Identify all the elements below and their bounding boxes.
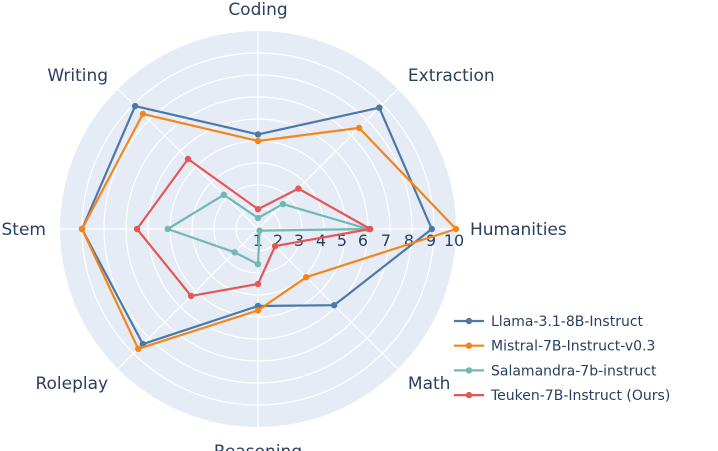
series-3-point-math[interactable] [271, 242, 279, 250]
legend-label-0: Llama-3.1-8B-Instruct [491, 314, 644, 330]
axis-label-humanities: Humanities [470, 220, 567, 240]
legend-item-2[interactable]: Salamandra-7b-instruct [454, 363, 657, 379]
radial-tick-2: 2 [273, 231, 283, 250]
series-1 [78, 110, 460, 352]
series-3-point-stem[interactable] [133, 225, 141, 233]
legend-swatch-marker-2 [465, 367, 473, 374]
series-2-point-extraction[interactable] [279, 200, 287, 208]
series-1-point-writing[interactable] [139, 110, 147, 118]
radial-tick-1: 1 [253, 231, 263, 250]
axis-label-writing: Writing [47, 66, 108, 86]
series-2-point-writing[interactable] [220, 191, 227, 198]
radial-tick-6: 6 [358, 231, 368, 250]
radial-tick-9: 9 [426, 231, 436, 250]
legend: Llama-3.1-8B-Instruct Mistral-7B-Instruct… [454, 314, 670, 404]
series-2-point-stem[interactable] [164, 225, 171, 233]
series-1-point-coding[interactable] [254, 137, 262, 145]
series-0-point-math[interactable] [331, 302, 338, 309]
series-0-point-writing[interactable] [131, 102, 139, 110]
legend-label-1: Mistral-7B-Instruct-v0.3 [491, 339, 655, 355]
series-3-point-roleplay[interactable] [187, 292, 195, 300]
radial-tick-7: 7 [381, 231, 391, 250]
series-3-point-coding[interactable] [254, 206, 262, 213]
series-1-point-roleplay[interactable] [135, 345, 142, 352]
axis-label-coding: Coding [228, 0, 287, 20]
series-1-point-stem[interactable] [78, 225, 86, 233]
legend-swatch-marker-0 [465, 317, 473, 325]
series-3-point-reasoning[interactable] [254, 280, 262, 288]
legend-label-2: Salamandra-7b-instruct [491, 363, 657, 379]
series-3-point-humanities[interactable] [367, 225, 374, 233]
series-3-point-writing[interactable] [184, 155, 192, 163]
series-1-point-reasoning[interactable] [254, 307, 262, 314]
axis-label-stem: Stem [2, 220, 46, 240]
legend-swatch-marker-1 [465, 342, 473, 349]
series-1-point-humanities[interactable] [452, 225, 460, 233]
radial-tick-8: 8 [404, 231, 414, 250]
series-0-point-extraction[interactable] [376, 104, 383, 111]
radial-tick-labels: 1 2 3 4 5 6 7 8 9 10 [253, 231, 464, 250]
legend-item-1[interactable]: Mistral-7B-Instruct-v0.3 [454, 339, 655, 355]
series-2-point-coding[interactable] [254, 214, 262, 222]
radial-tick-4: 4 [316, 231, 326, 250]
legend-label-3: Teuken-7B-Instruct (Ours) [490, 388, 670, 404]
radial-tick-5: 5 [337, 231, 347, 250]
series-0-point-reasoning[interactable] [254, 302, 262, 310]
axis-label-math: Math [408, 374, 451, 394]
axis-label-roleplay: Roleplay [35, 374, 108, 394]
radial-tick-10: 10 [444, 231, 464, 250]
radar-series [78, 102, 460, 352]
legend-item-3[interactable]: Teuken-7B-Instruct (Ours) [454, 388, 670, 404]
series-3 [133, 155, 374, 300]
legend-item-0[interactable]: Llama-3.1-8B-Instruct [454, 314, 644, 330]
radar-axis-labels: Coding Extraction Humanities Math Reasoning R… [2, 0, 567, 451]
legend-swatch-marker-3 [465, 391, 473, 399]
series-2-point-reasoning[interactable] [254, 261, 262, 268]
axis-label-reasoning: Reasoning [214, 442, 302, 451]
series-3-point-extraction[interactable] [295, 185, 302, 192]
series-2-point-math[interactable] [256, 227, 263, 234]
series-1-point-math[interactable] [303, 274, 310, 281]
series-0-point-humanities[interactable] [428, 225, 435, 233]
series-1-point-extraction[interactable] [355, 124, 363, 132]
series-2-point-roleplay[interactable] [231, 249, 238, 256]
radial-tick-3: 3 [294, 231, 304, 250]
axis-label-extraction: Extraction [408, 66, 495, 86]
series-0-point-coding[interactable] [254, 131, 262, 138]
spoke-math [257, 228, 399, 370]
